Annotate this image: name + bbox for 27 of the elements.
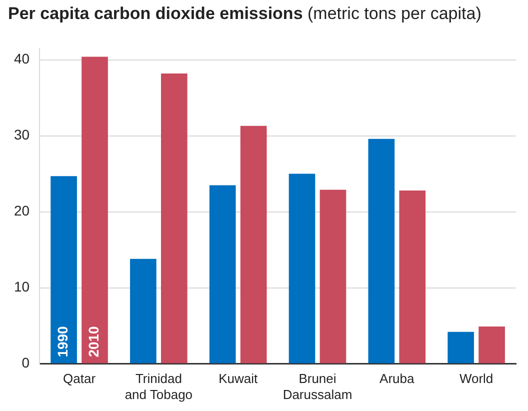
x-tick-label: Brunei Darussalam xyxy=(282,371,352,402)
bar xyxy=(478,326,505,364)
y-tick-label: 20 xyxy=(14,202,30,219)
bar xyxy=(240,126,267,364)
bar xyxy=(209,185,236,364)
bar xyxy=(320,190,346,364)
y-tick-label: 10 xyxy=(14,278,30,295)
x-tick-label: Kuwait xyxy=(218,371,258,386)
bar xyxy=(399,190,426,364)
bar xyxy=(161,73,188,364)
bar xyxy=(288,174,316,364)
series-label: 1990 xyxy=(54,326,71,358)
chart-subtitle: (metric tons per capita) xyxy=(308,4,482,23)
bar xyxy=(130,258,156,364)
y-tick-label: 0 xyxy=(22,354,30,371)
series-label: 2010 xyxy=(86,326,102,358)
chart-title: Per capita carbon dioxide emissions xyxy=(8,4,303,23)
y-tick-label: 30 xyxy=(14,126,30,143)
bar xyxy=(368,138,395,364)
y-tick-label: 40 xyxy=(14,50,30,67)
bar xyxy=(448,332,474,364)
x-tick-label: World xyxy=(459,371,494,386)
x-tick-label: Aruba xyxy=(380,371,415,386)
bar xyxy=(82,56,108,364)
x-tick-label: Qatar xyxy=(63,371,96,386)
x-tick-label: Trinidad and Tobago xyxy=(124,371,193,402)
bar xyxy=(50,176,77,364)
